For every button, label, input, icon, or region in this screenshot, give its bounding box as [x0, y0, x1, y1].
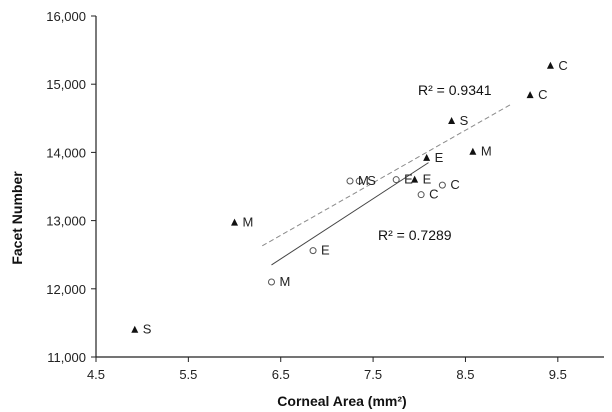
- data-point-triangle: [131, 325, 139, 333]
- data-point-label: S: [143, 322, 152, 337]
- y-tick-label: 16,000: [46, 9, 86, 24]
- x-tick-label: 7.5: [364, 367, 382, 382]
- r-squared-label-2: R² = 0.7289: [378, 227, 452, 243]
- x-tick-label: 8.5: [456, 367, 474, 382]
- data-point-triangle: [546, 61, 554, 69]
- data-point-triangle: [526, 91, 534, 99]
- x-tick-label: 6.5: [272, 367, 290, 382]
- data-point-label: C: [450, 177, 459, 192]
- data-point-triangle: [423, 153, 431, 161]
- data-point-label: M: [243, 215, 254, 230]
- y-tick-label: 12,000: [46, 282, 86, 297]
- data-point-circle: [346, 177, 354, 185]
- data-point-label: E: [321, 243, 330, 258]
- data-point-circle: [267, 278, 275, 286]
- data-point-circle: [355, 177, 363, 185]
- trendlines: R² = 0.9341 R² = 0.7289: [262, 82, 512, 266]
- data-point-label: S: [367, 173, 376, 188]
- data-point-label: E: [404, 172, 413, 187]
- axes: 4.5 5.5 6.5 7.5 8.5 9.5 11,000 12,000 13,000 14,0…: [46, 9, 604, 382]
- x-axis-title: Corneal Area (mm²): [277, 393, 406, 409]
- y-tick-label: 14,000: [46, 145, 86, 160]
- y-tick-label: 15,000: [46, 77, 86, 92]
- x-tick-label: 4.5: [87, 367, 105, 382]
- data-point-label: M: [481, 144, 492, 159]
- x-tick-label: 5.5: [179, 367, 197, 382]
- data-point-label: M: [358, 173, 369, 188]
- x-tick-label: 9.5: [549, 367, 567, 382]
- data-point-circle: [438, 181, 446, 189]
- data-point-circle: [417, 191, 425, 199]
- data-point-label: E: [435, 150, 444, 165]
- data-points: [131, 61, 554, 333]
- y-tick-label: 11,000: [47, 350, 86, 365]
- data-point-triangle: [411, 175, 419, 183]
- data-point-label: E: [423, 172, 432, 187]
- data-point-label: C: [429, 187, 438, 202]
- data-point-circle: [309, 247, 317, 255]
- r-squared-label-1: R² = 0.9341: [418, 82, 492, 98]
- y-tick-label: 13,000: [46, 214, 86, 229]
- trendline-1: [262, 103, 512, 247]
- data-point-label: C: [558, 58, 567, 73]
- trendline-2: [271, 162, 429, 266]
- y-axis-title: Facet Number: [9, 171, 25, 265]
- data-point-label: S: [460, 113, 469, 128]
- data-point-label: C: [538, 87, 547, 102]
- data-point-circle: [392, 176, 400, 184]
- data-point-triangle: [469, 147, 477, 155]
- data-point-triangle: [231, 218, 239, 226]
- data-point-label: M: [279, 274, 290, 289]
- data-point-triangle: [448, 117, 456, 125]
